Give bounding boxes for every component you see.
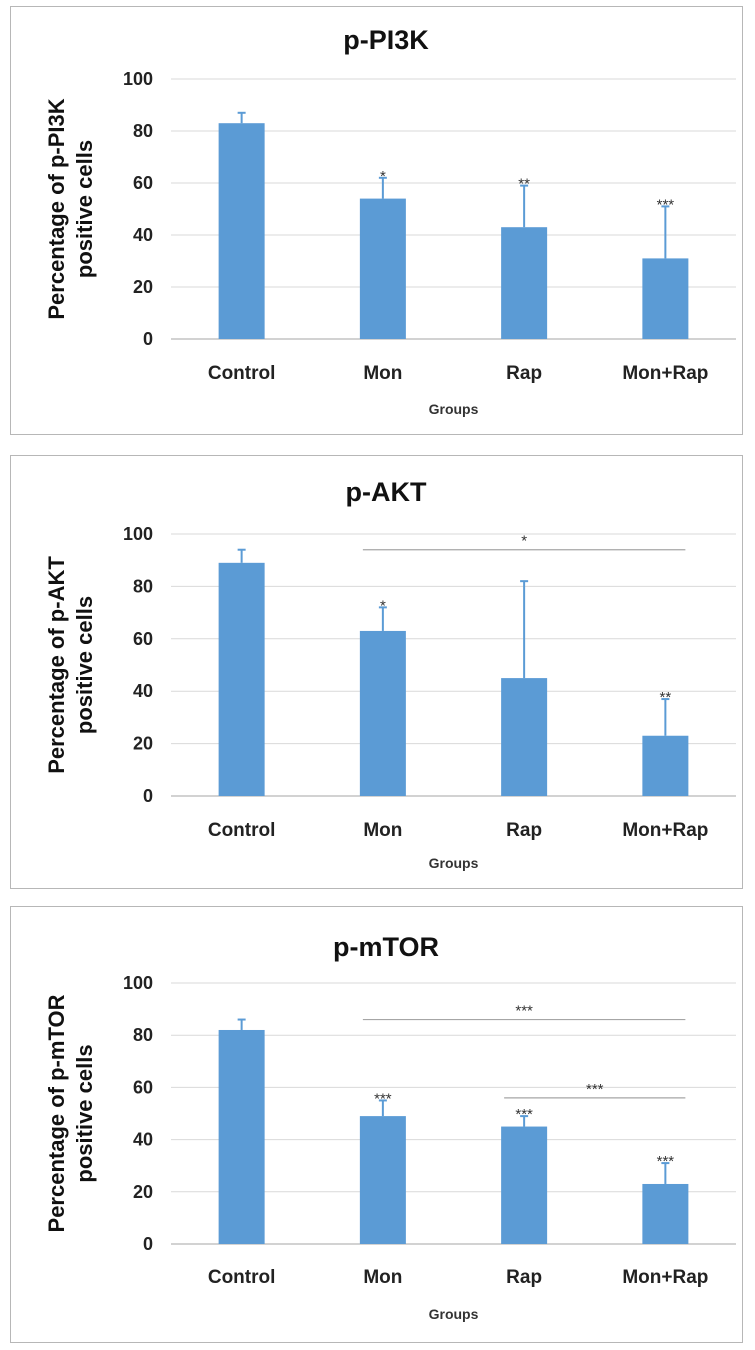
y-tick-label: 0: [143, 329, 153, 349]
chart-panel-p-pi3k: 0 20 40 60 80 100 p-PI3K Percentage of p-PI3K po…: [10, 6, 743, 435]
x-axis-label: Groups: [429, 855, 479, 871]
y-tick-label: 80: [133, 121, 153, 141]
bar-control: [218, 123, 265, 339]
x-axis-label: Groups: [429, 401, 479, 417]
y-tick-label: 20: [133, 1182, 153, 1202]
y-axis-label: positive cells: [72, 1044, 97, 1182]
y-tick-label: 80: [133, 576, 153, 596]
bar-control: [218, 1029, 265, 1244]
y-tick-label: 40: [133, 225, 153, 245]
category-label: Rap: [506, 820, 542, 841]
y-tick-label: 80: [133, 1025, 153, 1045]
significance-marker: **: [660, 689, 672, 706]
bar-rap: [501, 227, 548, 339]
y-tick-label: 60: [133, 1077, 153, 1097]
category-label: Rap: [506, 1267, 542, 1288]
category-label: Mon: [363, 820, 402, 841]
comparison-significance: *: [521, 533, 527, 550]
bar-mon-rap: [642, 258, 689, 339]
category-label: Mon: [363, 363, 402, 384]
category-label: Mon: [363, 1267, 402, 1288]
y-tick-label: 20: [133, 277, 153, 297]
comparison-significance: ***: [515, 1003, 533, 1020]
y-tick-label: 40: [133, 1130, 153, 1150]
chart-panel-p-mtor: 0 20 40 60 80 100 p-mTOR Percentage of p-mTOR po…: [10, 906, 743, 1343]
y-axis-label: positive cells: [72, 596, 97, 734]
y-tick-label: 0: [143, 786, 153, 806]
y-axis-label: Percentage of p-AKT: [44, 556, 69, 774]
y-tick-label: 0: [143, 1234, 153, 1254]
y-axis-label: Percentage of p-mTOR: [44, 994, 69, 1232]
chart-panel-p-akt: 0 20 40 60 80 100 p-AKT Percentage of p-AKT posi…: [10, 455, 743, 889]
y-tick-label: 40: [133, 681, 153, 701]
bar-mon-rap: [642, 1183, 689, 1244]
category-label: Mon+Rap: [622, 820, 708, 841]
significance-marker: ***: [374, 1090, 392, 1107]
bar-mon: [359, 1116, 406, 1244]
category-label: Rap: [506, 363, 542, 384]
bar-mon-rap: [642, 735, 689, 796]
category-label: Control: [208, 820, 276, 841]
bar-rap: [501, 678, 548, 796]
y-tick-label: 100: [123, 524, 153, 544]
chart-svg-p-pi3k: 0 20 40 60 80 100 p-PI3K Percentage of p-PI3K po…: [44, 25, 736, 417]
y-axis-label: positive cells: [72, 140, 97, 278]
category-label: Control: [208, 363, 276, 384]
y-axis-label: Percentage of p-PI3K: [44, 98, 69, 319]
significance-marker: ***: [657, 196, 675, 213]
y-tick-label: 20: [133, 734, 153, 754]
bar-mon: [359, 198, 406, 339]
significance-marker: ***: [515, 1106, 533, 1123]
significance-marker: *: [380, 597, 386, 614]
chart-title: p-PI3K: [343, 25, 429, 55]
chart-title: p-AKT: [346, 477, 427, 507]
significance-marker: **: [518, 176, 530, 193]
bar-control: [218, 562, 265, 796]
y-tick-label: 100: [123, 973, 153, 993]
x-axis-label: Groups: [429, 1306, 479, 1322]
y-tick-label: 60: [133, 173, 153, 193]
bar-mon: [359, 630, 406, 796]
bar-rap: [501, 1126, 548, 1244]
y-tick-label: 100: [123, 69, 153, 89]
comparison-significance: ***: [586, 1081, 604, 1098]
significance-marker: *: [380, 168, 386, 185]
category-label: Mon+Rap: [622, 1267, 708, 1288]
category-label: Control: [208, 1267, 276, 1288]
chart-svg-p-akt: 0 20 40 60 80 100 p-AKT Percentage of p-AKT posi…: [44, 477, 736, 871]
y-tick-label: 60: [133, 629, 153, 649]
category-label: Mon+Rap: [622, 363, 708, 384]
chart-svg-p-mtor: 0 20 40 60 80 100 p-mTOR Percentage of p-mTOR po…: [44, 932, 736, 1322]
chart-title: p-mTOR: [333, 932, 439, 962]
significance-marker: ***: [657, 1153, 675, 1170]
